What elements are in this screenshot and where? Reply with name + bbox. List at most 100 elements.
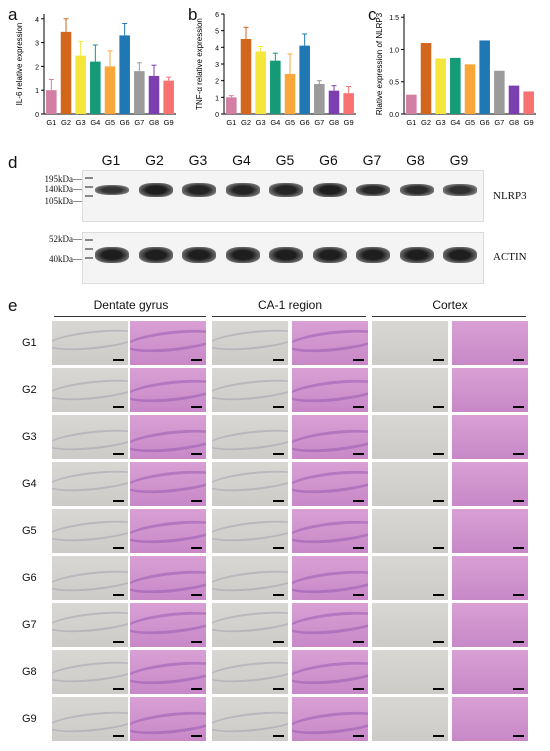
actin-blot: [82, 232, 484, 284]
tissue-band: [52, 608, 128, 636]
tissue-band: [292, 708, 368, 738]
tissue-band: [212, 567, 288, 595]
scale-bar: [513, 406, 524, 408]
tissue-band: [212, 467, 288, 495]
he-stain-image: [130, 603, 206, 647]
blot-band: [399, 247, 434, 263]
tissue-band: [292, 608, 368, 638]
chart-b: 0 1 2 3 4 5 6 TNF-α relative expression G1 G2 G3 G4…: [195, 12, 356, 127]
scale-bar: [353, 500, 364, 502]
scale-bar: [513, 359, 524, 361]
bar-G5: [464, 64, 476, 114]
lane-label-G5: G5: [275, 152, 295, 168]
scale-bar: [273, 359, 284, 361]
x-tick-label: G4: [450, 118, 460, 127]
blot-band: [95, 184, 129, 196]
x-tick-label: G7: [494, 118, 504, 127]
scale-bar: [191, 641, 202, 643]
y-tick-label: 2: [215, 79, 219, 86]
row-label-G3: G3: [22, 431, 37, 443]
he-stain-image: [130, 509, 206, 553]
scale-bar: [353, 594, 364, 596]
region-title: CA-1 region: [257, 298, 323, 312]
bar-G4: [90, 61, 101, 114]
he-stain-image: [130, 697, 206, 741]
x-tick-label: G8: [509, 118, 519, 127]
ihc-stain-image: [212, 697, 288, 741]
ihc-stain-image: [212, 321, 288, 365]
y-tick-label: 4: [215, 45, 219, 52]
mw-marker: 195kDa—: [44, 174, 83, 184]
tissue-band: [130, 517, 206, 547]
x-tick-label: G6: [120, 118, 130, 127]
lane-label-G8: G8: [406, 152, 425, 168]
tissue-band: [212, 517, 288, 545]
ihc-stain-image: [52, 509, 128, 553]
scale-bar: [113, 594, 124, 596]
x-tick-label: G7: [134, 118, 144, 127]
lane-label-G7: G7: [362, 152, 382, 168]
x-tick-label: G3: [436, 118, 446, 127]
scale-bar: [433, 641, 444, 643]
he-stain-image: [130, 368, 206, 412]
he-stain-image: [452, 603, 528, 647]
he-stain-image: [452, 509, 528, 553]
ihc-stain-image: [52, 321, 128, 365]
bar-G6: [299, 45, 310, 114]
actin-label: ACTIN: [493, 251, 527, 263]
ladder-mark: [85, 239, 93, 241]
tissue-band: [52, 708, 128, 736]
tissue-band: [52, 517, 128, 545]
y-tick-label: 0: [215, 112, 219, 119]
scale-bar: [113, 453, 124, 455]
blot-band: [95, 247, 129, 263]
bar-G2: [60, 31, 72, 114]
y-tick-label: 3: [215, 62, 219, 69]
x-tick-label: G3: [256, 118, 266, 127]
y-axis-label: TNF-α relative expression: [195, 18, 204, 110]
x-tick-label: G9: [344, 118, 354, 127]
blot-band: [443, 247, 477, 263]
bar-G5: [104, 66, 116, 114]
tissue-band: [130, 376, 206, 406]
tissue-band: [212, 608, 288, 636]
ihc-stain-image: [372, 321, 448, 365]
scale-bar: [273, 688, 284, 690]
bar-G4: [270, 60, 281, 114]
scale-bar: [273, 594, 284, 596]
row-label-G8: G8: [22, 666, 37, 678]
region-underline: [212, 316, 366, 317]
he-stain-image: [292, 415, 368, 459]
scale-bar: [353, 547, 364, 549]
blot-band: [356, 183, 390, 197]
scale-bar: [433, 547, 444, 549]
scale-bar: [273, 735, 284, 737]
scale-bar: [353, 453, 364, 455]
he-stain-image: [130, 650, 206, 694]
ladder-mark: [85, 186, 93, 188]
scale-bar: [113, 359, 124, 361]
he-stain-image: [452, 650, 528, 694]
x-tick-label: G3: [76, 118, 86, 127]
bar-G3: [255, 51, 266, 114]
scale-bar: [191, 406, 202, 408]
scale-bar: [113, 547, 124, 549]
bar-G1: [46, 90, 57, 114]
x-tick-label: G2: [421, 118, 431, 127]
he-stain-image: [452, 368, 528, 412]
row-label-G5: G5: [22, 525, 37, 537]
bar-G3: [75, 55, 86, 114]
scale-bar: [513, 594, 524, 596]
scale-bar: [433, 359, 444, 361]
y-tick-label: 1.5: [389, 15, 399, 22]
ihc-stain-image: [52, 650, 128, 694]
tissue-band: [292, 658, 368, 688]
he-stain-image: [292, 321, 368, 365]
tissue-band: [130, 567, 206, 597]
x-tick-label: G9: [524, 118, 534, 127]
scale-bar: [353, 406, 364, 408]
bar-G6: [479, 40, 490, 114]
tissue-band: [292, 326, 368, 356]
x-tick-label: G5: [105, 118, 115, 127]
ihc-stain-image: [372, 556, 448, 600]
